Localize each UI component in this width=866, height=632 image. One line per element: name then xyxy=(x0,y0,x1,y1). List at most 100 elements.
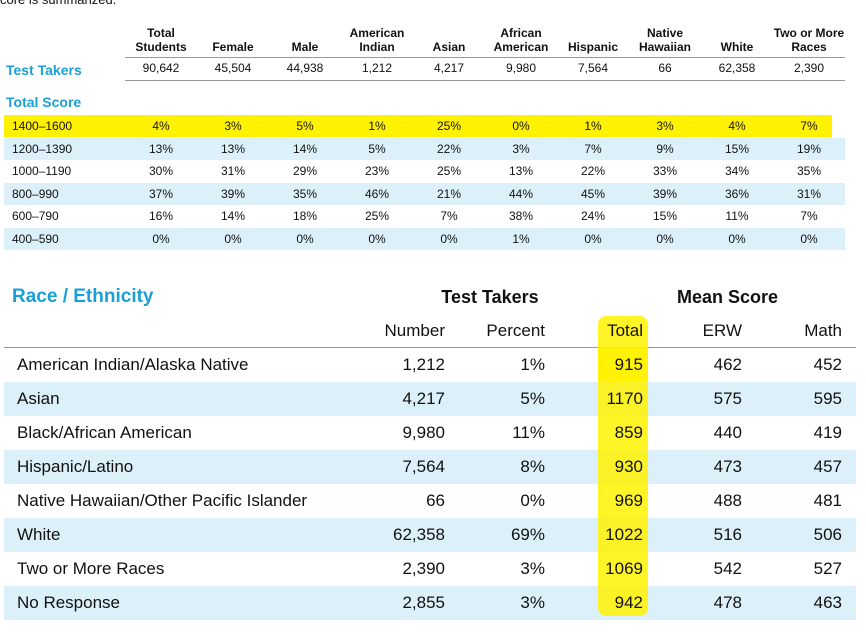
column-header: Native Hawaiian xyxy=(638,26,692,54)
cell: 0% xyxy=(584,231,602,246)
cell: 0% xyxy=(656,231,674,246)
cell: 45% xyxy=(580,186,606,201)
cell: 1% xyxy=(520,355,545,374)
column-header: American Indian xyxy=(349,26,405,54)
cell: 22% xyxy=(436,141,462,156)
cell: 462 xyxy=(713,355,742,374)
cell: 1,212 xyxy=(402,355,445,374)
cell: 35% xyxy=(292,186,318,201)
table-row xyxy=(4,182,845,205)
cell: 5% xyxy=(520,389,545,408)
cell: 488 xyxy=(713,491,742,510)
cell: 16% xyxy=(148,209,174,223)
table-row xyxy=(4,450,856,484)
cell: 9,980 xyxy=(402,423,445,442)
group-header: Mean Score xyxy=(676,287,779,307)
cell: 1% xyxy=(584,119,602,133)
cell: No Response xyxy=(17,593,121,612)
cell: 25% xyxy=(436,119,462,133)
cell: 13% xyxy=(220,141,246,156)
cell: 600–790 xyxy=(12,209,59,223)
cell: 34% xyxy=(724,164,750,178)
column-header: African American xyxy=(493,26,549,54)
cell: 575 xyxy=(713,389,742,408)
cell: 0% xyxy=(512,119,530,133)
cell: 25% xyxy=(364,209,390,223)
cell: 13% xyxy=(508,164,534,178)
cell: 463 xyxy=(813,593,842,612)
cell: 4,217 xyxy=(433,61,465,75)
table-row xyxy=(4,137,845,160)
cell: 19% xyxy=(796,141,822,156)
cell: 25% xyxy=(436,164,462,178)
cell: 37% xyxy=(148,186,174,201)
cell: Native Hawaiian/Other Pacific Islander xyxy=(17,491,308,510)
cell: 5% xyxy=(368,141,386,156)
cell: 2,390 xyxy=(793,61,825,75)
cell: 39% xyxy=(220,186,246,201)
cell: 46% xyxy=(364,186,390,201)
cell: 3% xyxy=(656,119,674,133)
cell: 44% xyxy=(508,186,534,201)
row-divider xyxy=(125,57,845,58)
cell: 0% xyxy=(520,491,545,510)
cell: 7% xyxy=(800,209,818,223)
cell: 1400–1600 xyxy=(12,119,73,133)
cell: 481 xyxy=(813,491,842,510)
cell: 90,642 xyxy=(142,61,180,75)
cell: 5% xyxy=(296,119,314,133)
cell: 38% xyxy=(508,209,534,223)
column-header: Percent xyxy=(486,321,545,340)
intro-text: core is summarized. xyxy=(0,0,116,7)
cell: 527 xyxy=(813,559,842,578)
cell: Black/African American xyxy=(17,423,192,442)
cell: 3% xyxy=(224,119,242,133)
cell: 66 xyxy=(426,491,445,510)
cell: 452 xyxy=(813,355,842,374)
table-row xyxy=(4,227,845,250)
cell: 31% xyxy=(796,186,822,201)
cell: 0% xyxy=(728,231,746,246)
column-header: Two or More Races xyxy=(773,26,845,54)
cell: 969 xyxy=(614,491,643,510)
cell: 942 xyxy=(614,593,643,612)
column-header: Male xyxy=(291,40,319,54)
table-title: Race / Ethnicity xyxy=(12,286,154,307)
cell: 23% xyxy=(364,164,390,178)
cell: Asian xyxy=(17,389,60,408)
cell: 800–990 xyxy=(12,186,59,201)
cell: 9% xyxy=(656,141,674,156)
cell: 3% xyxy=(520,593,545,612)
table-row xyxy=(4,160,845,182)
cell: 44,938 xyxy=(286,61,324,75)
cell: Two or More Races xyxy=(17,559,165,578)
cell: 0% xyxy=(440,231,458,246)
cell: 2,855 xyxy=(402,593,445,612)
cell: 516 xyxy=(713,525,742,544)
section-label: Total Score xyxy=(6,94,82,110)
cell: 62,358 xyxy=(393,525,445,544)
cell: 473 xyxy=(713,457,742,476)
cell: 7% xyxy=(800,119,818,133)
cell: 62,358 xyxy=(718,61,756,75)
highlight xyxy=(598,348,648,382)
cell: 595 xyxy=(813,389,842,408)
cell: White xyxy=(17,525,61,544)
cell: 66 xyxy=(658,61,672,75)
cell: 915 xyxy=(614,355,643,374)
column-header: Total Students xyxy=(135,26,187,54)
cell: 39% xyxy=(652,186,678,201)
column-header: White xyxy=(720,40,754,54)
cell: 30% xyxy=(148,164,174,178)
column-header: Asian xyxy=(432,40,466,54)
table-row xyxy=(4,205,845,227)
cell: 859 xyxy=(614,423,643,442)
cell: 0% xyxy=(152,231,170,246)
cell: 15% xyxy=(724,141,750,156)
column-header: Math xyxy=(804,321,842,340)
cell: 14% xyxy=(292,141,318,156)
cell: 13% xyxy=(148,141,174,156)
cell: 15% xyxy=(652,209,678,223)
table-row xyxy=(4,115,832,137)
